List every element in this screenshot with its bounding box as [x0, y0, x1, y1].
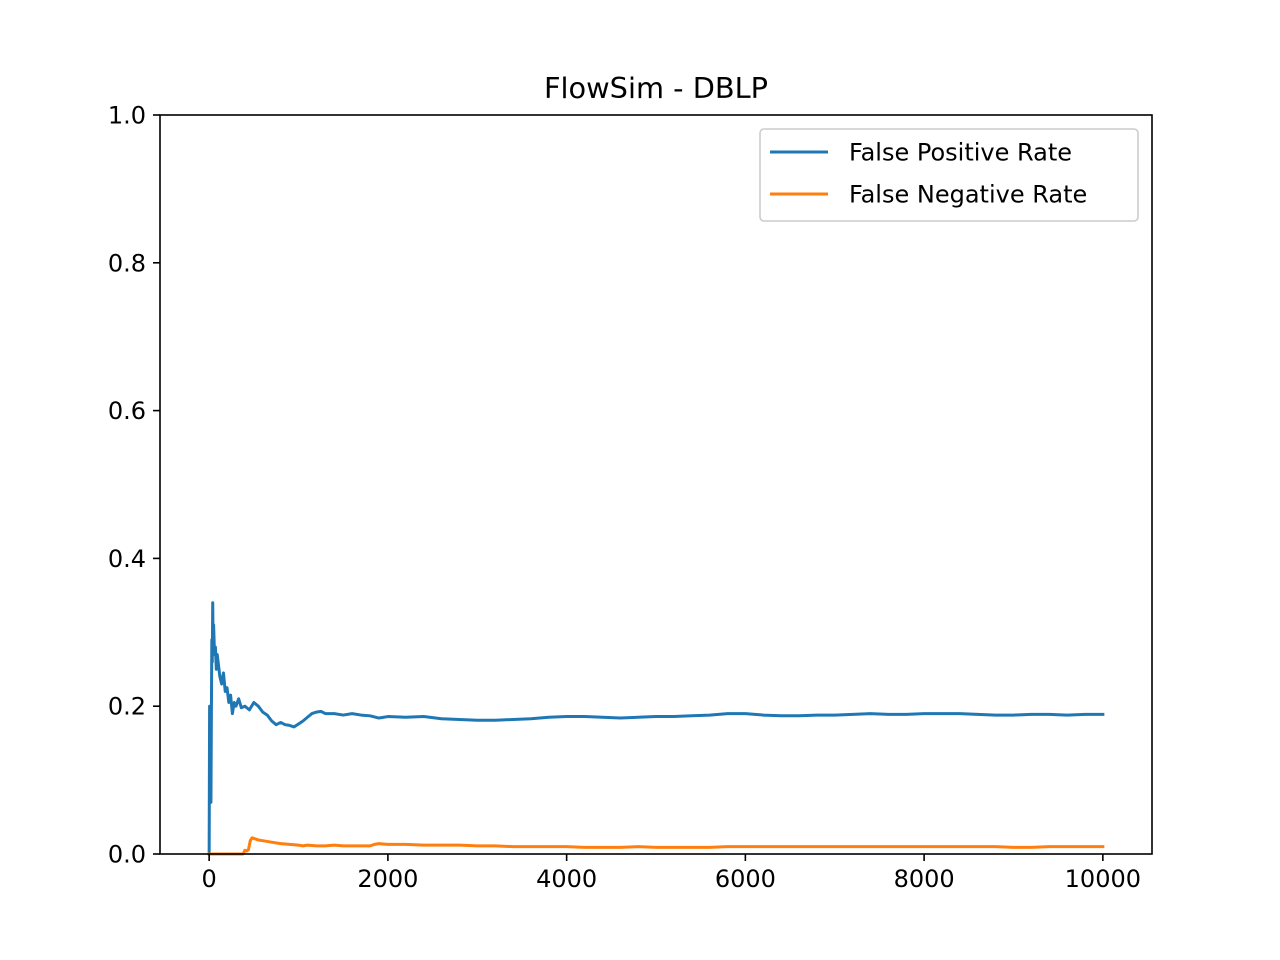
y-tick-label: 0.6 — [108, 397, 146, 425]
x-tick-label: 8000 — [894, 865, 955, 893]
y-tick-label: 0.8 — [108, 249, 146, 277]
axes-frame — [159, 114, 1153, 855]
series-line-false-positive-rate — [207, 601, 1105, 856]
legend-label-false-negative-rate: False Negative Rate — [849, 181, 1087, 209]
plot-area: 0 2000 4000 6000 8000 10000 0.0 0.2 0.4 0.6 0.8 1.0… — [108, 102, 1153, 893]
x-tick-label: 10000 — [1065, 865, 1141, 893]
y-tick-label: 0.4 — [108, 545, 146, 573]
x-tick-label: 4000 — [536, 865, 597, 893]
y-tick-label: 0.0 — [108, 841, 146, 869]
y-tick-label: 1.0 — [108, 102, 146, 130]
legend-box — [759, 128, 1139, 222]
chart-title: FlowSim - DBLP — [544, 71, 768, 105]
x-tick-label: 0 — [202, 865, 217, 893]
y-tick-label: 0.2 — [108, 693, 146, 721]
series-line-false-negative-rate — [207, 836, 1105, 856]
legend-label-false-positive-rate: False Positive Rate — [849, 139, 1072, 167]
x-tick-label: 6000 — [715, 865, 776, 893]
x-tick-label: 2000 — [357, 865, 418, 893]
